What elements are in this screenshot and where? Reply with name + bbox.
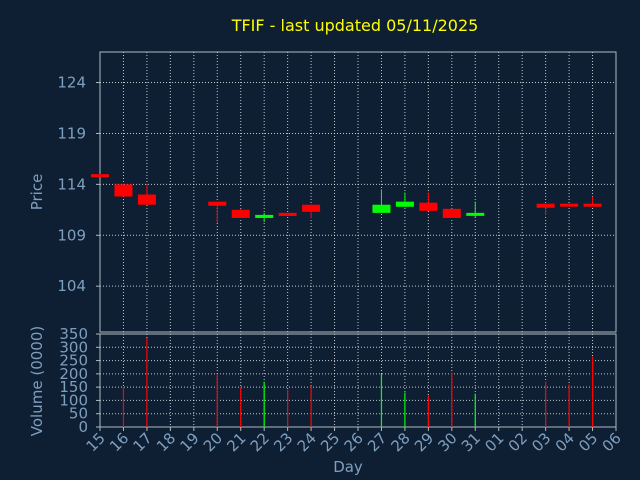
candle-27 bbox=[372, 189, 391, 213]
price-tick-label: 119 bbox=[57, 124, 86, 142]
candle-20 bbox=[208, 201, 227, 224]
x-tick-label: 23 bbox=[270, 429, 296, 455]
volume-tick-label: 300 bbox=[59, 338, 88, 356]
volume-frame bbox=[99, 333, 617, 428]
candle-31 bbox=[466, 201, 485, 217]
candle-body bbox=[255, 214, 274, 218]
candle-body bbox=[302, 204, 321, 212]
x-tick-label: 27 bbox=[364, 429, 390, 455]
candle-17 bbox=[137, 184, 156, 205]
x-tick-label: 21 bbox=[223, 429, 249, 455]
candle-21 bbox=[231, 208, 250, 218]
x-tick-label: 25 bbox=[317, 429, 343, 455]
x-tick-label: 20 bbox=[200, 429, 226, 455]
volume-tick-label: 0 bbox=[78, 418, 88, 436]
x-tick-label: 24 bbox=[294, 429, 320, 455]
candle-body bbox=[560, 203, 579, 207]
x-axis-label: Day bbox=[333, 458, 363, 476]
price-panel: 104 109 114 119 124 bbox=[57, 51, 617, 333]
x-tick-label: 04 bbox=[552, 429, 578, 455]
x-tick-label: 29 bbox=[411, 429, 437, 455]
candle-body bbox=[231, 209, 250, 218]
x-tick-label: 31 bbox=[458, 429, 484, 455]
x-tick-label: 03 bbox=[528, 429, 554, 455]
price-axis-label: Price bbox=[28, 174, 46, 211]
candle-body bbox=[278, 212, 297, 216]
candle-body bbox=[91, 174, 109, 178]
price-tick-label: 104 bbox=[57, 277, 86, 295]
x-tick-label: 06 bbox=[599, 429, 625, 455]
candle-body bbox=[536, 203, 555, 208]
x-tick-label: 18 bbox=[153, 429, 179, 455]
candle-body bbox=[442, 208, 461, 218]
candle-30 bbox=[442, 208, 461, 218]
volume-tick-label: 250 bbox=[59, 352, 88, 370]
candle-body bbox=[419, 202, 438, 211]
candle-05 bbox=[583, 196, 602, 207]
price-tick-label: 124 bbox=[57, 74, 86, 92]
candle-22 bbox=[255, 212, 274, 223]
candle-03 bbox=[536, 203, 555, 215]
volume-tick-label: 50 bbox=[69, 405, 88, 423]
x-tick-label: 17 bbox=[130, 429, 156, 455]
volume-axis-label: Volume (0000) bbox=[28, 326, 46, 436]
price-tick-label: 114 bbox=[57, 175, 86, 193]
candle-16 bbox=[114, 184, 133, 197]
candle-body bbox=[583, 203, 602, 207]
x-tick-label: 30 bbox=[434, 429, 460, 455]
candle-15 bbox=[91, 174, 109, 178]
candle-29 bbox=[419, 192, 438, 211]
volume-tick-label: 150 bbox=[59, 378, 88, 396]
volume-tick-label: 200 bbox=[59, 365, 88, 383]
volume-tick-label: 350 bbox=[59, 325, 88, 343]
price-frame bbox=[99, 51, 617, 333]
x-axis: 1516171819202122232425262728293031010203… bbox=[83, 427, 625, 455]
x-tick-label: 26 bbox=[341, 429, 367, 455]
candle-body bbox=[114, 184, 133, 197]
volume-tick-label: 100 bbox=[59, 391, 88, 409]
candle-body bbox=[137, 194, 156, 205]
candle-body bbox=[208, 201, 227, 206]
candle-04 bbox=[560, 203, 579, 207]
x-tick-label: 22 bbox=[247, 429, 273, 455]
x-tick-label: 28 bbox=[388, 429, 414, 455]
x-tick-label: 16 bbox=[106, 429, 132, 455]
candle-body bbox=[372, 204, 391, 213]
x-tick-label: 02 bbox=[505, 429, 531, 455]
candle-body bbox=[395, 201, 414, 207]
x-tick-label: 05 bbox=[575, 429, 601, 455]
chart-title: TFIF - last updated 05/11/2025 bbox=[231, 16, 479, 35]
x-tick-label: 19 bbox=[176, 429, 202, 455]
candle-body bbox=[466, 212, 485, 216]
candle-28 bbox=[395, 192, 414, 207]
candle-24 bbox=[302, 204, 321, 218]
x-tick-label: 01 bbox=[481, 429, 507, 455]
candle-23 bbox=[278, 212, 297, 216]
price-tick-label: 109 bbox=[57, 226, 86, 244]
